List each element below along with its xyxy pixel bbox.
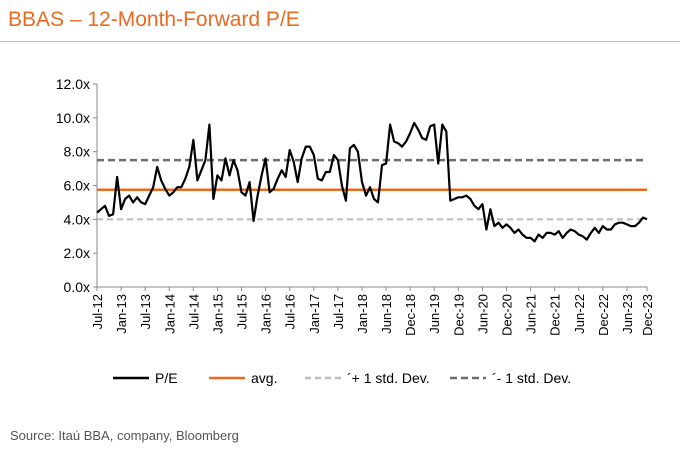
x-tick-label: Jul-17	[331, 294, 346, 329]
legend-label: ´- 1 std. Dev.	[492, 370, 571, 386]
x-tick-label: Jan-14	[162, 294, 177, 334]
title-divider	[0, 41, 680, 42]
x-tick-label: Jul-15	[235, 294, 250, 329]
x-tick-label: Jun-19	[427, 294, 442, 334]
x-tick-label: Jan-17	[307, 294, 322, 334]
x-tick-label: Jun-22	[572, 294, 587, 334]
y-tick-label: 4.0x	[64, 211, 90, 227]
x-tick-label: Jul-13	[138, 294, 153, 329]
x-tick-label: Dec-19	[451, 294, 466, 336]
x-tick-label: Jan-15	[210, 294, 225, 334]
y-tick-label: 10.0x	[56, 110, 90, 126]
source-note: Source: Itaú BBA, company, Bloomberg	[10, 428, 239, 443]
x-tick-label: Jul-16	[283, 294, 298, 329]
x-tick-label: Jun-20	[475, 294, 490, 334]
x-tick-label: Jun-18	[379, 294, 394, 334]
y-tick-label: 8.0x	[64, 144, 90, 160]
x-tick-label: Jul-12	[90, 294, 105, 329]
x-tick-label: Dec-20	[499, 294, 514, 336]
x-tick-label: Dec-21	[548, 294, 563, 336]
legend-label: avg.	[251, 370, 277, 386]
x-tick-label: Jun-21	[524, 294, 539, 334]
x-tick-label: Dec-22	[596, 294, 611, 336]
y-tick-label: 2.0x	[64, 245, 90, 261]
y-tick-label: 12.0x	[56, 76, 90, 92]
legend: P/E avg. ´+ 1 std. Dev. ´- 1 std. Dev.	[113, 370, 571, 386]
x-tick-label: Dec-18	[403, 294, 418, 336]
legend-label: ´+ 1 std. Dev.	[347, 370, 430, 386]
x-tick-label: Jan-13	[114, 294, 129, 334]
legend-label: P/E	[155, 370, 178, 386]
plot-lines	[96, 121, 648, 243]
x-tick-label: Jan-18	[355, 294, 370, 334]
x-tick-label: Jan-16	[259, 294, 274, 334]
x-tick-label: Dec-23	[640, 294, 655, 336]
series-line-pe	[96, 121, 648, 243]
x-tick-label: Jun-23	[620, 294, 635, 334]
y-tick-label: 6.0x	[64, 178, 90, 194]
y-tick-label: 0.0x	[64, 279, 90, 295]
x-tick-label: Jul-14	[186, 294, 201, 329]
x-axis: Jul-12 Jan-13 Jul-13 Jan-14 Jul-14 Jan-15 Jul-…	[90, 286, 655, 336]
y-axis: 0.0x 2.0x 4.0x 6.0x 8.0x 10.0x 12.0x	[56, 76, 98, 295]
chart-title: BBAS – 12-Month-Forward P/E	[8, 8, 300, 31]
